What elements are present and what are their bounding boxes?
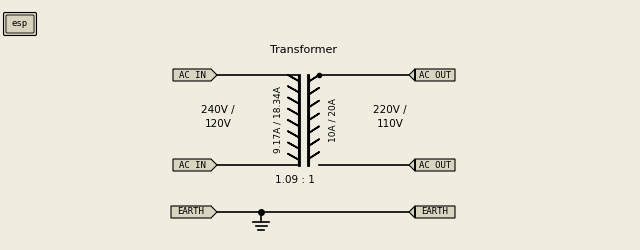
Text: AC IN: AC IN [179, 70, 205, 80]
Text: 9.17A / 18.34A: 9.17A / 18.34A [273, 86, 282, 154]
Polygon shape [409, 206, 455, 218]
Polygon shape [171, 206, 217, 218]
Text: 220V /
110V: 220V / 110V [373, 104, 407, 130]
Text: 1.09 : 1: 1.09 : 1 [275, 175, 315, 185]
Text: AC OUT: AC OUT [419, 160, 451, 170]
Text: esp: esp [12, 20, 28, 28]
Text: AC OUT: AC OUT [419, 70, 451, 80]
FancyBboxPatch shape [3, 12, 36, 36]
Text: EARTH: EARTH [177, 208, 204, 216]
Text: Transformer: Transformer [269, 45, 337, 55]
Text: AC IN: AC IN [179, 160, 205, 170]
Polygon shape [409, 159, 455, 171]
Polygon shape [409, 69, 455, 81]
Text: 240V /
120V: 240V / 120V [201, 104, 235, 130]
Text: EARTH: EARTH [422, 208, 449, 216]
Polygon shape [173, 159, 217, 171]
Text: 10A / 20A: 10A / 20A [328, 98, 337, 142]
Polygon shape [173, 69, 217, 81]
